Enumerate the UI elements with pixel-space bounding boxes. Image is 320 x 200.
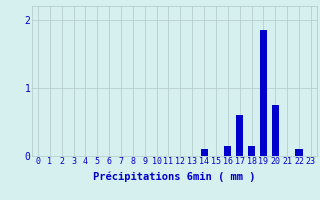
Bar bbox=[201, 149, 208, 156]
Bar bbox=[295, 149, 303, 156]
Bar bbox=[260, 30, 267, 156]
Bar bbox=[272, 105, 279, 156]
X-axis label: Précipitations 6min ( mm ): Précipitations 6min ( mm ) bbox=[93, 172, 256, 182]
Bar bbox=[236, 115, 243, 156]
Bar bbox=[224, 146, 231, 156]
Bar bbox=[248, 146, 255, 156]
